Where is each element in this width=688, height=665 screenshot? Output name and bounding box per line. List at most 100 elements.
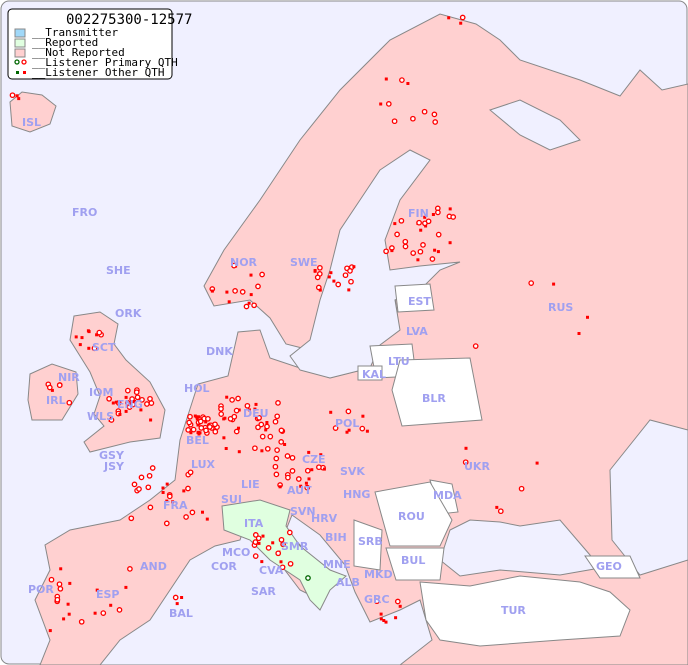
listener-other-qth-marker: [66, 602, 70, 606]
country-label-deu: DEU: [243, 407, 269, 420]
listener-other-qth-marker: [307, 450, 311, 454]
country-label-eng: ENG: [117, 398, 143, 411]
listener-other-qth-marker: [448, 241, 452, 245]
country-label-nor: NOR: [230, 256, 258, 269]
country-label-nir: NIR: [58, 371, 80, 384]
seas: [99, 99, 688, 665]
listener-primary-qth-marker: [425, 218, 432, 225]
listener-primary-qth-marker: [273, 471, 280, 478]
country-label-est: EST: [408, 295, 431, 308]
listener-other-qth-marker: [352, 265, 356, 269]
listener-primary-qth-marker: [278, 427, 285, 434]
listener-other-qth-marker: [59, 567, 63, 571]
listener-primary-qth-marker: [198, 425, 205, 431]
listener-other-qth-marker: [48, 629, 52, 633]
listener-other-qth-marker: [271, 541, 275, 545]
listener-other-qth-marker: [78, 343, 82, 347]
country-label-aut: AUT: [287, 484, 312, 497]
listener-other-qth-marker: [448, 207, 452, 211]
listener-primary-qth-marker-green: [305, 575, 311, 581]
listener-primary-qth-marker: [410, 115, 416, 122]
listener-other-qth-marker: [431, 213, 435, 216]
listener-other-qth-marker: [196, 431, 200, 435]
listener-other-qth-marker: [175, 602, 179, 606]
listener-other-qth-marker: [345, 430, 349, 434]
listener-primary-qth-marker: [96, 329, 103, 336]
listener-primary-qth-marker: [136, 486, 142, 492]
listener-primary-qth-marker: [402, 243, 409, 250]
listener-other-qth-marker: [149, 418, 153, 422]
listener-other-qth-marker: [87, 346, 91, 350]
listener-primary-qth-marker: [274, 413, 281, 420]
listener-primary-qth-marker: [278, 536, 285, 543]
country-labels: ISL FRO SHE ORK NOR SWE FIN EST LVA LTU RUS DNK KAL B…: [22, 116, 622, 620]
country-label-alb: ALB: [336, 576, 360, 589]
listener-other-qth-marker: [390, 249, 394, 253]
country-label-srb: SRB: [358, 535, 383, 548]
listener-primary-qth-marker: [272, 463, 279, 470]
legend-reported: __Reported: [32, 36, 98, 49]
listener-primary-qth-marker: [256, 414, 262, 421]
listener-primary-qth-marker: [233, 428, 240, 435]
listener-other-qth-marker: [322, 467, 326, 471]
black-sea: [439, 519, 601, 577]
listener-primary-qth-marker: [186, 419, 193, 426]
white-sea: [488, 99, 581, 151]
listener-primary-qth-marker: [431, 111, 438, 118]
listener-other-qth-marker: [304, 481, 308, 485]
listener-primary-qth-marker: [259, 271, 265, 278]
listener-other-qth-marker: [17, 97, 21, 101]
listener-other-qth-marker: [254, 402, 258, 406]
country-label-and: AND: [140, 560, 167, 573]
listener-primary-qth-marker: [255, 283, 261, 290]
listener-other-qth-marker: [189, 431, 193, 435]
listener-primary-qth-marker: [145, 484, 152, 491]
country-label-fro: FRO: [72, 206, 97, 219]
listener-other-qth-marker: [197, 415, 201, 419]
country-label-iom: IOM: [89, 386, 113, 399]
country-label-bul: BUL: [401, 554, 425, 567]
listener-primary-qth-marker: [259, 433, 266, 440]
listener-primary-qth-marker: [252, 532, 259, 538]
listener-other-qth-marker: [398, 604, 402, 608]
listener-primary-qth-marker: [57, 585, 64, 592]
listener-primary-qth-marker: [252, 445, 258, 452]
listener-primary-qth-marker: [417, 248, 424, 255]
listener-other-qth-marker: [67, 612, 71, 616]
country-label-wls: WLS: [87, 410, 114, 423]
listener-primary-qth-marker: [9, 92, 16, 99]
listener-primary-qth-marker: [383, 248, 389, 255]
listener-primary-qth-marker: [402, 238, 409, 245]
listener-primary-qth-marker: [374, 598, 380, 605]
listener-primary-qth-marker: [147, 395, 153, 402]
listener-other-qth-marker: [299, 484, 303, 488]
listener-other-qth-marker: [95, 588, 99, 592]
listener-primary-qth-marker: [421, 108, 428, 115]
listener-primary-qth-marker: [172, 594, 179, 601]
listener-primary-qth-marker: [528, 280, 535, 286]
listener-primary-qth-marker: [314, 274, 321, 281]
listener-other-qth-marker: [379, 612, 383, 616]
listener-other-qth-marker: [495, 505, 499, 509]
listener-primary-qth-marker: [91, 345, 98, 352]
reported-swatch: [14, 38, 26, 48]
listener-primary-qth-marker: [144, 401, 150, 407]
country-label-mco: MCO: [222, 546, 250, 559]
transmitter-swatch: [14, 28, 26, 38]
country-label-rus: RUS: [548, 301, 573, 314]
country-label-cze: CZE: [302, 453, 326, 466]
listener-primary-qth-marker: [304, 467, 311, 474]
listener-other-qth-marker: [50, 388, 54, 392]
listener-other-qth-marker: [224, 447, 228, 450]
listener-primary-qth-marker: [273, 455, 280, 462]
caspian-region: [609, 419, 688, 576]
listener-other-qth-marker: [161, 491, 165, 494]
listener-primary-qth-marker: [56, 382, 63, 389]
listener-other-qth-marker: [577, 332, 581, 335]
listener-other-qth-marker: [318, 288, 322, 292]
listener-primary-qth-marker: [46, 384, 53, 391]
listener-other-qth-marker: [223, 416, 227, 420]
bul-shape: [385, 547, 445, 581]
listener-other-qth-marker: [464, 446, 468, 450]
listener-primary-qth-marker: [518, 485, 525, 492]
